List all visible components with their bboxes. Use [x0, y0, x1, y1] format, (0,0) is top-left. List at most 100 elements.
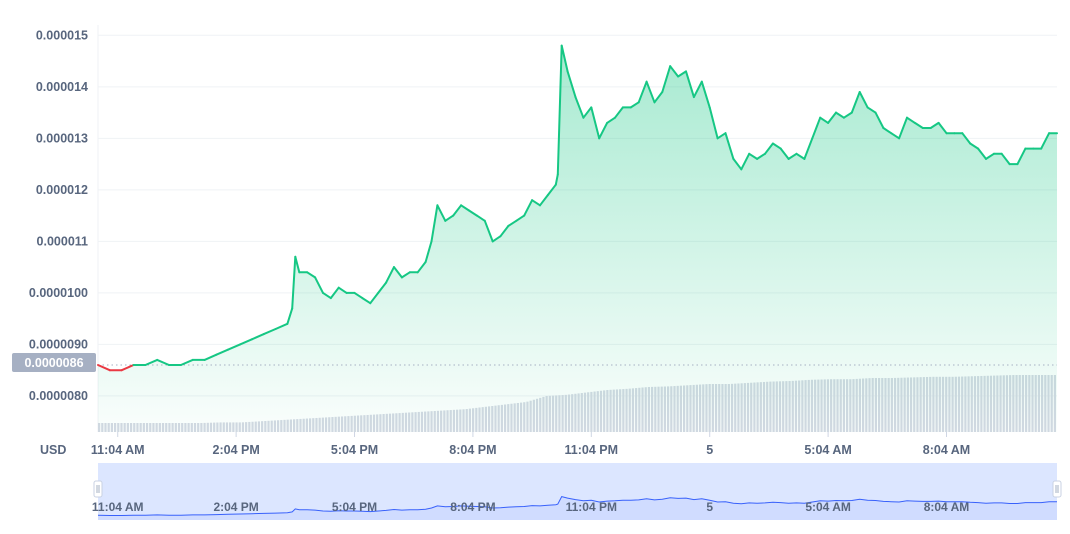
navigator-tick-label: 11:04 AM	[92, 500, 144, 514]
price-line-segment	[977, 147, 987, 160]
navigator-tick-label: 11:04 PM	[566, 500, 617, 514]
price-line-segment	[606, 116, 616, 124]
price-line-segment	[286, 307, 294, 325]
navigator-tick-label: 8:04 AM	[924, 500, 970, 514]
price-line-segment	[890, 132, 901, 140]
navigator-tick-label: 2:04 PM	[213, 500, 258, 514]
price-line-segment	[416, 261, 427, 274]
price-line-segment	[969, 142, 980, 150]
price-line-segment	[716, 132, 727, 140]
price-line-segment	[874, 111, 885, 129]
price-line-segment	[523, 199, 534, 217]
navigator-tick-label: 8:04 PM	[450, 500, 495, 514]
price-line-segment	[1000, 152, 1011, 166]
price-line-segment	[795, 152, 806, 160]
price-line-segment	[556, 44, 563, 176]
price-line-segment	[669, 65, 680, 78]
price-line-segment	[377, 281, 388, 294]
price-line-segment	[906, 116, 916, 124]
x-tick-label: 5:04 PM	[331, 443, 378, 457]
price-line-segment	[468, 209, 478, 217]
price-line-segment	[732, 157, 743, 171]
price-line-segment	[546, 183, 557, 196]
price-line-segment	[306, 271, 317, 279]
price-line-segment	[985, 152, 995, 160]
price-line-segment	[554, 173, 559, 186]
price-line-segment	[250, 333, 265, 341]
price-line-segment	[227, 343, 242, 351]
price-line-segment	[483, 219, 494, 243]
price-line-segment	[835, 111, 845, 119]
price-line-segment	[444, 214, 455, 222]
price-line-segment	[629, 101, 640, 109]
price-line-segment	[97, 364, 111, 372]
y-tick-label: 0.000012	[36, 183, 88, 197]
price-line-segment	[827, 111, 837, 124]
price-line-segment	[708, 106, 719, 140]
x-tick-label: 2:04 PM	[213, 443, 260, 457]
price-line-segment	[531, 199, 541, 207]
x-axis: 11:04 AM 2:04 PM 5:04 PM 8:04 PM 11:04 PM 5 5:…	[91, 432, 970, 457]
price-line-segment	[882, 127, 893, 135]
price-line-segment	[385, 266, 395, 284]
handle-grip[interactable]	[1052, 480, 1062, 498]
navigator-line	[97, 496, 1057, 516]
price-line-segment	[961, 132, 972, 145]
current-price-badge-bg	[12, 353, 96, 372]
price-line-segment	[353, 291, 364, 300]
y-tick-label: 0.000011	[37, 234, 88, 248]
navigator-left-handle[interactable]	[93, 480, 103, 498]
price-line-segment	[203, 353, 218, 361]
x-tick-label: 5	[706, 443, 713, 457]
price-line-segment	[329, 286, 340, 300]
x-tick-label: 8:04 PM	[449, 443, 496, 457]
price-line-segment	[850, 91, 861, 114]
price-line-segment	[475, 214, 486, 222]
price-line-segment	[314, 276, 324, 294]
price-line-segment	[653, 91, 664, 104]
price-line-segment	[452, 204, 463, 217]
price-line-segment	[661, 65, 672, 93]
price-line-segment	[322, 291, 332, 300]
price-line-segment	[144, 358, 159, 366]
price-line-segment	[1040, 132, 1051, 150]
price-line-segment	[842, 111, 853, 119]
navigator-tick-label: 5:04 PM	[332, 500, 377, 514]
navigator-tick-label: 5:04 AM	[805, 500, 851, 514]
price-line-segment	[337, 286, 348, 294]
price-line-segment	[637, 80, 648, 104]
price-line-segment	[566, 70, 577, 99]
price-area-fill	[98, 45, 1057, 432]
price-line-segment	[491, 235, 502, 243]
handle-grip[interactable]	[93, 480, 103, 498]
navigator-tick-label: 5	[706, 500, 713, 514]
price-line-segment	[294, 255, 301, 274]
price-line-segment	[436, 204, 447, 222]
price-line-segment	[898, 116, 908, 140]
price-line-segment	[291, 255, 297, 310]
price-line-segment	[724, 132, 735, 160]
navigator-area	[98, 496, 1057, 520]
price-line-segment	[929, 121, 940, 129]
navigator-right-handle[interactable]	[1052, 480, 1062, 498]
y-tick-label: 0.0000100	[29, 286, 88, 300]
price-line-segment	[692, 80, 703, 99]
price-line-segment	[120, 364, 135, 372]
price-line-segment	[215, 348, 230, 356]
price-line-segment	[598, 121, 609, 140]
price-line-segment	[539, 194, 549, 207]
y-tick-label: 0.000014	[36, 80, 88, 94]
y-tick-label: 0.000013	[36, 131, 88, 145]
price-line-segment	[913, 121, 924, 129]
time-navigator[interactable]: 11:04 AM 2:04 PM 5:04 PM 8:04 PM 11:04 PM 5 5:…	[92, 463, 1062, 520]
price-line-segment	[274, 322, 289, 330]
price-line-segment	[819, 116, 830, 124]
x-tick-label: 5:04 AM	[804, 443, 851, 457]
price-line-segment	[779, 147, 790, 160]
current-price-label: 0.0000086	[24, 356, 83, 370]
price-line-segment	[560, 44, 569, 73]
x-tick-label: 11:04 PM	[565, 443, 619, 457]
price-line-segment	[156, 358, 170, 366]
